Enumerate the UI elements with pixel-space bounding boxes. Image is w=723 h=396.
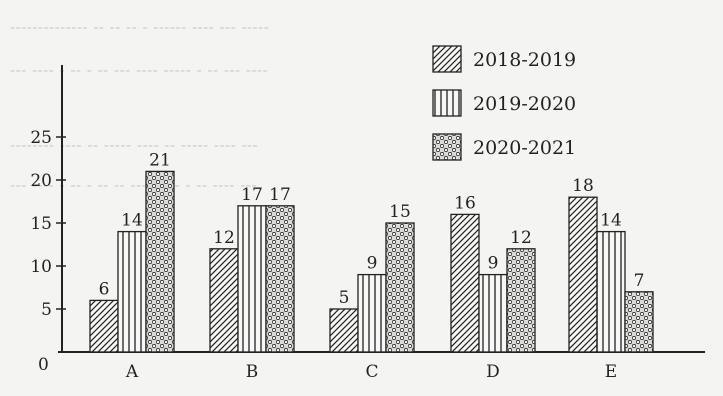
svg-text:-------- ---- -- ----- ---- --: -------- ---- -- ----- ---- -- ----- ---… [10, 136, 258, 154]
bar-C-2020-2021 [385, 222, 415, 353]
bar-C-2019-2020 [357, 273, 387, 353]
bar-E-2020-2021 [624, 291, 654, 353]
legend-label: 2018-2019 [473, 49, 576, 71]
svg-text:-------------- -- -- -- - ----: -------------- -- -- -- - ------ ---- --… [10, 18, 269, 36]
y-tick-label: 20 [30, 171, 52, 191]
legend-swatch [432, 133, 462, 161]
x-tick-label: E [605, 362, 617, 382]
data-label: 9 [488, 254, 499, 274]
x-tick-label: C [365, 362, 378, 382]
svg-text:--- ---- - -- - -- -- --- ----: --- ---- - -- - -- -- --- ----- - -- ---… [10, 176, 257, 194]
bar-B-2018-2019 [209, 248, 239, 353]
bar-C-2018-2019 [329, 308, 359, 353]
data-label: 18 [572, 176, 594, 196]
bar-D-2020-2021 [506, 248, 536, 353]
legend-swatch [432, 45, 462, 73]
legend-label: 2020-2021 [473, 137, 576, 159]
legend-swatch [432, 89, 462, 117]
x-tick-label: A [125, 362, 139, 382]
data-label: 9 [367, 254, 378, 274]
data-label: 12 [213, 228, 235, 248]
data-label: 6 [99, 279, 110, 299]
data-label: 14 [600, 211, 622, 231]
data-label: 5 [339, 288, 350, 308]
data-label: 7 [634, 271, 645, 291]
y-tick-label: 10 [30, 257, 52, 277]
bar-D-2018-2019 [450, 213, 480, 353]
bar-A-2019-2020 [117, 230, 147, 353]
data-label: 15 [389, 202, 411, 222]
data-label: 17 [241, 185, 263, 205]
y-tick-label: 5 [41, 300, 52, 320]
x-tick-label: D [486, 362, 500, 382]
x-tick-label: B [246, 362, 259, 382]
legend: 2018-2019 2019-2020 2020-2021 [432, 45, 576, 161]
background-scan-text: -------------- -- -- -- - ------ ---- --… [10, 18, 269, 194]
legend-label: 2019-2020 [473, 93, 576, 115]
data-label: 21 [149, 150, 171, 170]
data-label: 17 [269, 185, 291, 205]
bar-A-2020-2021 [145, 170, 175, 353]
bar-E-2019-2020 [596, 230, 626, 353]
bar-A-2018-2019 [89, 299, 119, 353]
bar-B-2019-2020 [237, 205, 267, 353]
data-label: 12 [510, 228, 532, 248]
bar-B-2020-2021 [265, 205, 295, 353]
y-tick-label: 15 [30, 214, 52, 234]
y-tick-label: 0 [38, 355, 49, 375]
bar-E-2018-2019 [568, 196, 598, 353]
data-label: 14 [121, 211, 143, 231]
svg-text:--- ---- - -- - -- --- ---- --: --- ---- - -- - -- --- ---- ----- - -- -… [10, 61, 268, 79]
bar-D-2019-2020 [478, 273, 508, 353]
y-tick-label: 25 [30, 128, 52, 148]
data-label: 16 [454, 193, 476, 213]
